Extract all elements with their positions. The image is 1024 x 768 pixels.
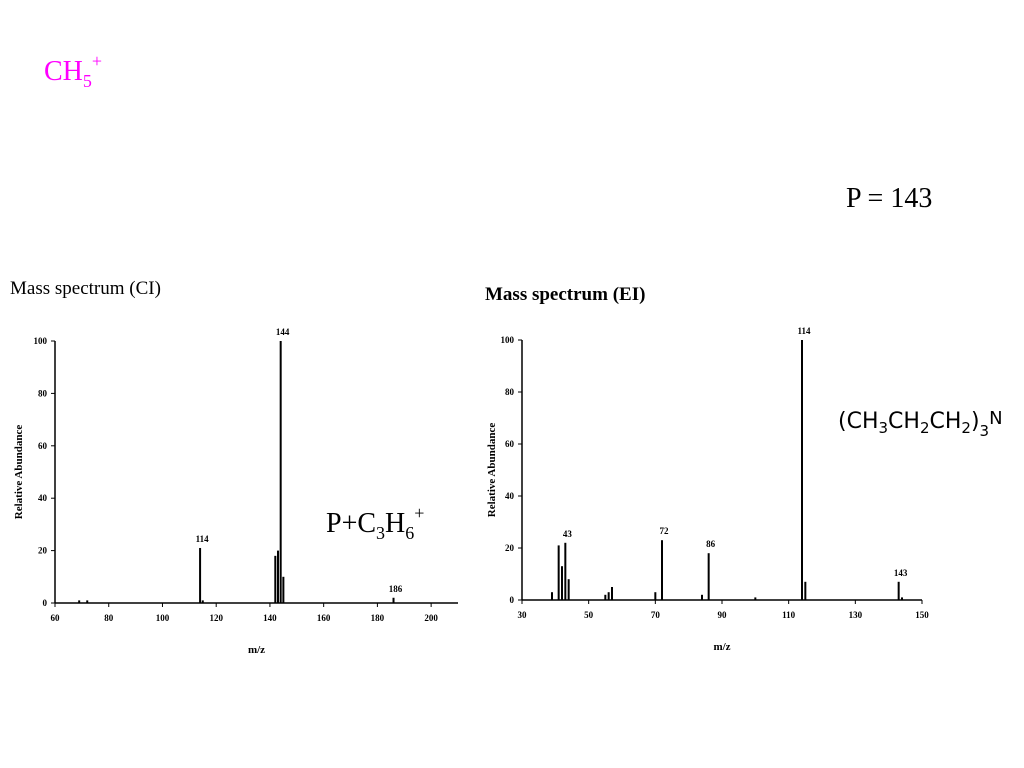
x-tick-label: 180	[371, 613, 385, 623]
peak	[604, 594, 607, 600]
text-part: (CH	[838, 409, 879, 434]
peak	[567, 579, 570, 600]
x-tick-label: 150	[915, 610, 929, 620]
y-tick-label: 40	[38, 493, 48, 503]
text-part: H	[385, 508, 405, 539]
subscript: 2	[961, 419, 971, 437]
x-tick-label: 30	[518, 610, 528, 620]
y-tick-label: 100	[501, 335, 515, 345]
superscript: +	[92, 51, 102, 71]
y-tick-label: 40	[505, 491, 515, 501]
peak	[897, 581, 900, 600]
x-tick-label: 60	[51, 613, 61, 623]
peak	[279, 341, 282, 603]
y-tick-label: 80	[38, 388, 48, 398]
formula: (CH3CH2CH2)3N	[838, 408, 1003, 440]
peak	[557, 545, 560, 600]
peak	[199, 547, 202, 603]
superscript: +	[414, 503, 424, 523]
subscript: 6	[405, 523, 414, 543]
peak	[661, 540, 663, 600]
peak	[654, 592, 657, 600]
x-axis-label: m/z	[248, 644, 265, 656]
reagent-ion: CH5+	[44, 51, 102, 91]
subscript: 5	[83, 71, 92, 91]
chart-title: Mass spectrum (CI)	[10, 278, 161, 299]
y-tick-label: 20	[505, 543, 515, 553]
peak	[86, 600, 89, 603]
peak	[611, 587, 613, 600]
text-part: CH	[930, 409, 962, 434]
chart-title: Mass spectrum (EI)	[485, 284, 645, 305]
peak	[282, 576, 285, 603]
peak-label: 86	[706, 539, 716, 549]
y-tick-label: 100	[34, 336, 48, 346]
y-tick-label: 80	[505, 387, 515, 397]
peak	[804, 581, 807, 600]
peak-label: 186	[389, 584, 403, 594]
text-part: CH	[44, 56, 83, 87]
y-tick-label: 20	[38, 546, 48, 556]
y-tick-label: 0	[43, 598, 48, 608]
x-tick-label: 50	[584, 610, 594, 620]
y-axis-label: Relative Abundance	[486, 423, 498, 518]
y-tick-label: 60	[38, 441, 48, 451]
parent-label: P = 143	[846, 183, 932, 214]
peak-label: 72	[660, 526, 670, 536]
peak	[276, 550, 279, 603]
x-tick-label: 120	[209, 613, 223, 623]
peak	[564, 542, 567, 600]
peak-label: 144	[276, 327, 290, 337]
text-part: CH	[888, 409, 920, 434]
x-tick-label: 90	[718, 610, 728, 620]
x-tick-label: 110	[782, 610, 796, 620]
x-tick-label: 70	[651, 610, 661, 620]
x-tick-label: 80	[104, 613, 114, 623]
subscript: 2	[920, 419, 930, 437]
x-tick-label: 100	[156, 613, 170, 623]
peak	[201, 600, 204, 603]
x-tick-label: 130	[849, 610, 863, 620]
peak-label: 114	[797, 326, 811, 336]
x-tick-label: 140	[263, 613, 277, 623]
text-part: N	[989, 408, 1002, 429]
y-tick-label: 0	[510, 595, 515, 605]
subscript: 3	[980, 422, 990, 440]
y-tick-label: 60	[505, 439, 515, 449]
x-axis-label: m/z	[713, 641, 730, 653]
text-part: P+C	[326, 508, 376, 539]
subscript: 3	[376, 523, 385, 543]
y-axis-label: Relative Abundance	[13, 425, 25, 520]
adduct-label: P+C3H6+	[326, 503, 424, 543]
peak	[392, 597, 395, 603]
peak	[707, 553, 710, 600]
text-part: )	[971, 409, 980, 434]
peak	[901, 597, 903, 600]
peak	[801, 340, 803, 600]
peak	[274, 555, 277, 603]
peak	[754, 597, 757, 600]
subscript: 3	[879, 419, 889, 437]
peak-label: 114	[196, 534, 210, 544]
peak	[701, 594, 703, 600]
peak-label: 143	[894, 568, 908, 578]
peak	[561, 566, 563, 600]
peak	[551, 592, 553, 600]
peak	[78, 600, 81, 603]
x-tick-label: 160	[317, 613, 331, 623]
peak	[607, 592, 610, 600]
x-tick-label: 200	[424, 613, 438, 623]
peak-label: 43	[563, 529, 573, 539]
